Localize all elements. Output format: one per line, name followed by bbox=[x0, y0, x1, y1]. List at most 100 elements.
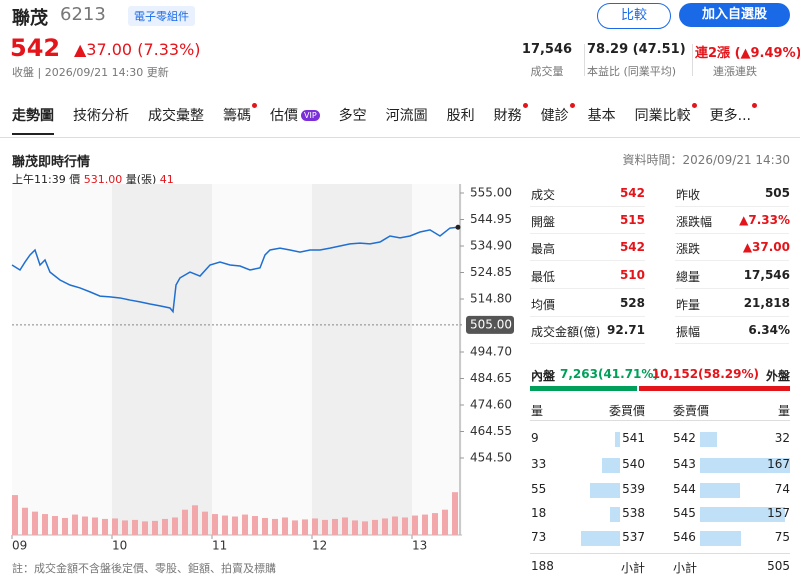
bid-price: 540 bbox=[622, 457, 645, 471]
tab-label: 健診 bbox=[540, 108, 569, 124]
stat-value: 17,546 bbox=[521, 42, 573, 57]
hour-band bbox=[312, 184, 412, 535]
tab[interactable]: 河流圖 bbox=[386, 105, 428, 135]
reference-box bbox=[466, 315, 514, 334]
stat-value: 連2漲 (▲9.49%) bbox=[695, 46, 800, 61]
book-divider bbox=[530, 553, 790, 554]
volume-bar bbox=[352, 520, 358, 535]
stat-label: 本益比 (同業平均) bbox=[587, 65, 677, 78]
row-divider bbox=[530, 260, 645, 261]
tab[interactable]: 成交彙整 bbox=[148, 105, 204, 135]
bid-price: 541 bbox=[622, 431, 645, 445]
ask-price: 543 bbox=[673, 457, 696, 471]
volume-bar bbox=[162, 518, 168, 535]
y-tick-label: 454.50 bbox=[470, 451, 512, 465]
tab-label: 財務 bbox=[493, 108, 522, 124]
ask-bar bbox=[700, 458, 791, 473]
volume-bar bbox=[292, 520, 298, 535]
ask-volume: 75 bbox=[774, 530, 790, 544]
ask-total: 505 bbox=[767, 559, 790, 573]
quote-label: 總量 bbox=[676, 270, 701, 284]
volume-bar bbox=[382, 518, 388, 535]
tab[interactable]: 多空 bbox=[339, 105, 367, 135]
sector-tag[interactable]: 電子零組件 bbox=[128, 6, 195, 26]
volume-bar bbox=[342, 517, 348, 535]
row-divider bbox=[675, 233, 789, 234]
tab[interactable]: 股利 bbox=[447, 105, 475, 135]
volume-bar bbox=[222, 515, 228, 535]
tab-label: 走勢圖 bbox=[12, 108, 54, 124]
hour-band bbox=[112, 184, 212, 535]
volume-bar bbox=[72, 514, 78, 535]
x-tick-label: 13 bbox=[412, 539, 427, 553]
volume-bar bbox=[122, 520, 128, 535]
tab-label: 同業比較 bbox=[634, 108, 691, 124]
x-tick-label: 09 bbox=[12, 539, 27, 553]
volume-bar bbox=[362, 521, 368, 535]
tab[interactable]: 基本 bbox=[588, 105, 616, 135]
row-divider bbox=[675, 316, 789, 317]
quote-label: 最低 bbox=[531, 270, 556, 284]
volume-bar bbox=[312, 518, 318, 535]
stat-divider bbox=[584, 44, 585, 76]
tab[interactable]: 籌碼 bbox=[223, 103, 257, 135]
row-divider bbox=[675, 260, 789, 261]
bid-price: 537 bbox=[622, 530, 645, 544]
tab[interactable]: 估價 VIP bbox=[270, 105, 320, 135]
stock-code: 6213 bbox=[60, 4, 106, 25]
volume-bar bbox=[102, 518, 108, 535]
row-divider bbox=[530, 233, 645, 234]
tab[interactable]: 更多... bbox=[710, 103, 758, 135]
stock-name: 聯茂 bbox=[12, 8, 48, 29]
tab[interactable]: 財務 bbox=[493, 103, 528, 135]
bid-total: 188 bbox=[531, 559, 554, 573]
bid-bar bbox=[580, 531, 620, 546]
tab[interactable]: 同業比較 bbox=[634, 103, 697, 135]
row-divider bbox=[530, 288, 645, 289]
book-header: 委賣價 bbox=[673, 404, 710, 418]
quote-value: 92.71 bbox=[607, 323, 645, 337]
tab-label: 多空 bbox=[338, 108, 367, 124]
tab-dot bbox=[522, 103, 528, 108]
compare-button[interactable]: 比較 bbox=[597, 3, 671, 29]
y-tick-label: 555.00 bbox=[470, 186, 512, 200]
price-change: ▲37.00 (7.33%) bbox=[74, 40, 201, 59]
stat-label: 連漲連跌 bbox=[713, 65, 757, 78]
volume-bar bbox=[42, 514, 48, 535]
quote-label: 漲跌幅 bbox=[676, 215, 713, 229]
volume-bar bbox=[62, 517, 68, 535]
tab[interactable]: 健診 bbox=[540, 103, 575, 135]
row-divider bbox=[530, 343, 645, 344]
tab-label: 籌碼 bbox=[223, 108, 251, 124]
ask-bar bbox=[700, 507, 785, 522]
bid-price: 539 bbox=[622, 482, 645, 496]
bid-bar bbox=[615, 432, 620, 447]
tab-label: 成交彙整 bbox=[148, 108, 204, 124]
ask-bar bbox=[700, 531, 741, 546]
tab-label: 技術分析 bbox=[73, 108, 129, 124]
quote-label: 開盤 bbox=[531, 215, 556, 229]
status: 收盤 | 2026/09/21 14:30 更新 bbox=[12, 66, 169, 79]
row-divider bbox=[675, 206, 789, 207]
volume-bar bbox=[12, 495, 18, 535]
quote-value: 21,818 bbox=[743, 296, 790, 310]
volume-bar bbox=[22, 507, 28, 535]
quote-value: 510 bbox=[619, 268, 645, 282]
outer-bar bbox=[639, 386, 790, 391]
tab-dot bbox=[752, 103, 758, 108]
ask-price: 545 bbox=[673, 506, 696, 520]
tabs: 走勢圖 技術分析 成交彙整 籌碼 估價 VIP 多空 河流圖 股利 財務 健診 基本 同業比較 更多... bbox=[12, 103, 758, 135]
reference-label: 505.00 bbox=[470, 317, 512, 331]
tab[interactable]: 技術分析 bbox=[73, 105, 129, 135]
volume-bar bbox=[252, 516, 258, 535]
volume-bar bbox=[92, 517, 98, 535]
bid-bar bbox=[602, 458, 620, 473]
y-tick-label: 474.60 bbox=[470, 398, 512, 412]
row-divider bbox=[675, 343, 789, 344]
tooltip-price-label: 價 bbox=[69, 173, 81, 186]
volume-bar bbox=[192, 505, 198, 535]
book-header: 量 bbox=[777, 404, 790, 418]
tab[interactable]: 走勢圖 bbox=[12, 105, 54, 135]
volume-bar bbox=[212, 514, 218, 535]
watchlist-button[interactable]: 加入自選股 bbox=[679, 3, 790, 27]
